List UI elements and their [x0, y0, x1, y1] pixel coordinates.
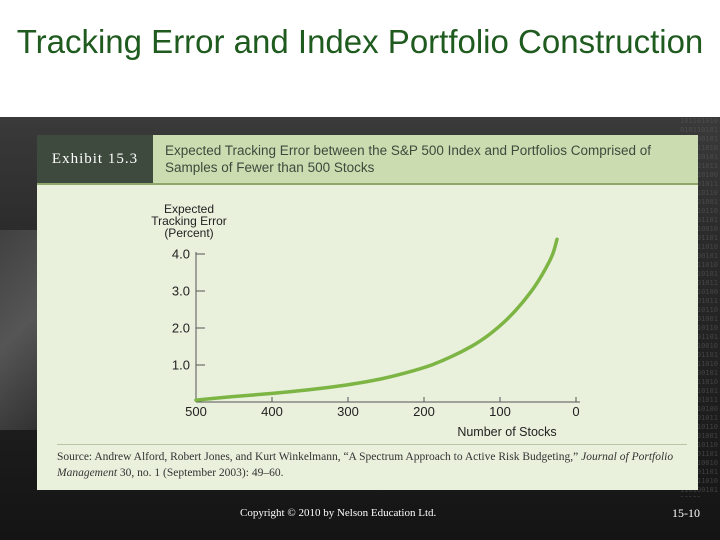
y-tick-label: 1.0	[172, 358, 190, 373]
x-axis-label: Number of Stocks	[457, 425, 556, 439]
x-tick-label: 100	[489, 404, 511, 419]
x-tick-label: 500	[185, 404, 207, 419]
x-tick-label: 200	[413, 404, 435, 419]
x-tick-label: 400	[261, 404, 283, 419]
x-tick-label: 300	[337, 404, 359, 419]
exhibit-label: Exhibit 15.3	[37, 135, 153, 183]
source-prefix: Source: Andrew Alford, Robert Jones, and…	[57, 451, 582, 463]
slide-title: Tracking Error and Index Portfolio Const…	[16, 23, 704, 60]
source-citation: Source: Andrew Alford, Robert Jones, and…	[57, 449, 687, 481]
exhibit-header: Exhibit 15.3 Expected Tracking Error bet…	[37, 135, 698, 185]
y-tick-label: 2.0	[172, 321, 190, 336]
y-tick-label: 3.0	[172, 284, 190, 299]
exhibit-caption: Expected Tracking Error between the S&P …	[165, 143, 652, 175]
source-suffix: 30, no. 1 (September 2003): 49–60.	[117, 467, 284, 479]
y-axis-label-line: Expected	[164, 202, 214, 216]
y-axis-label-line: Tracking Error	[151, 214, 227, 228]
x-tick-label: 0	[572, 404, 579, 419]
source-journal: Journal of Portfolio Management	[57, 451, 674, 479]
source-divider	[57, 444, 687, 445]
right-binary-decoration: 1011010100101101011101001011010110100101…	[680, 117, 718, 497]
y-axis-label-line: (Percent)	[164, 226, 213, 240]
slide-number: 15-10	[672, 506, 700, 520]
exhibit-panel: Exhibit 15.3 Expected Tracking Error bet…	[37, 135, 698, 490]
y-tick-label: 4.0	[172, 247, 190, 262]
copyright-notice: Copyright © 2010 by Nelson Education Ltd…	[240, 507, 437, 519]
left-decorative-shape	[0, 230, 40, 430]
tracking-error-curve	[194, 237, 559, 402]
